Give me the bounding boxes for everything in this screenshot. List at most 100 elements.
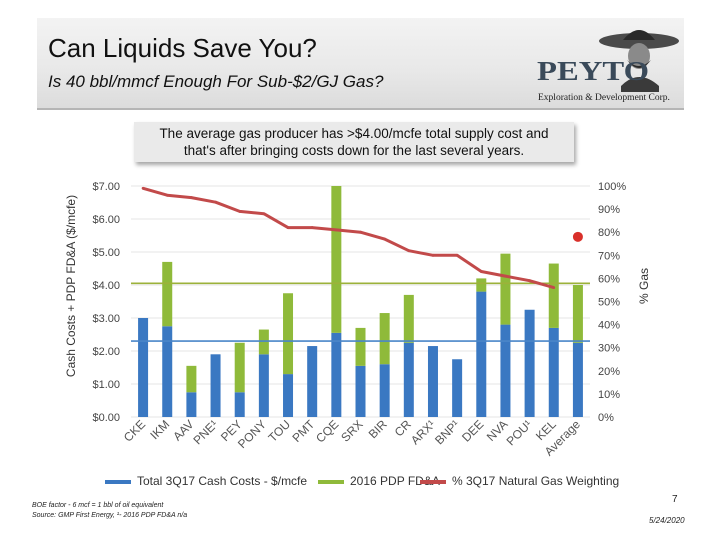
cash-cost-bar (452, 359, 463, 417)
gas-weighting-point (431, 253, 435, 257)
fda-bar (476, 278, 487, 292)
cash-cost-bar (379, 364, 390, 417)
slide-date: 5/24/2020 (649, 516, 685, 525)
category-label: CKE (121, 417, 148, 444)
cash-cost-bar (524, 309, 535, 417)
gas-weighting-point (407, 249, 411, 253)
fda-bar (572, 285, 583, 343)
gas-weighting-point (552, 286, 556, 290)
peyto-gas-marker (572, 231, 583, 242)
fda-bar (355, 327, 366, 366)
cash-cost-bar (500, 324, 511, 417)
category-label: DEE (459, 417, 486, 444)
gas-weighting-point (262, 212, 266, 216)
y2-axis-label: % Gas (637, 268, 651, 304)
y-tick-label: $2.00 (92, 346, 120, 358)
bar-series (138, 186, 583, 417)
category-label: BNP¹ (432, 417, 462, 447)
fda-bar (500, 253, 511, 325)
y2-tick-label: 20% (598, 366, 620, 378)
category-label: SRX (338, 417, 365, 444)
category-label: CQE (313, 417, 341, 445)
reference-lines (131, 282, 590, 342)
gas-weighting-point (214, 200, 217, 204)
y-tick-label: $6.00 (92, 214, 120, 226)
legend-item-cash-cost: Total 3Q17 Cash Costs - $/mcfe (105, 474, 307, 488)
callout-line-1: The average gas producer has >$4.00/mcfe… (159, 126, 549, 141)
fda-bar (258, 329, 269, 355)
fda-bar (403, 294, 414, 343)
title-banner (37, 18, 684, 108)
legend-swatch-gas-weighting (420, 479, 446, 484)
peyto-logo: PEYTO Exploration & Development Corp. (537, 30, 679, 103)
callout-box: The average gas producer has >$4.00/mcfe… (134, 122, 574, 162)
y2-tick-label: 10% (598, 389, 620, 401)
category-label: BIR (366, 417, 390, 441)
fda-bar (162, 261, 173, 327)
category-label: PMT (289, 417, 317, 445)
gas-weighting-point (334, 228, 338, 232)
y2-tick-label: 40% (598, 320, 620, 332)
legend-label-cash-cost: Total 3Q17 Cash Costs - $/mcfe (137, 474, 308, 488)
cash-cost-bar (186, 392, 197, 417)
gas-weighting-point (528, 279, 532, 283)
cash-cost-bar (283, 374, 294, 417)
legend-swatch-fda (318, 479, 344, 484)
gas-weighting-point (189, 196, 193, 199)
y-tick-label: $1.00 (92, 379, 120, 391)
legend-swatch-cash-cost (105, 479, 131, 484)
gas-weighting-point (141, 186, 145, 190)
gas-weighting-series (141, 186, 583, 290)
cash-cost-bar (258, 354, 269, 417)
logo-tagline: Exploration & Development Corp. (538, 93, 670, 103)
gas-weighting-point (286, 226, 290, 229)
gas-weighting-point (504, 274, 507, 278)
y2-tick-label: 60% (598, 273, 620, 285)
legend-label-gas-weighting: % 3Q17 Natural Gas Weighting (452, 474, 620, 488)
cost-chart: $0.00 $1.00 $2.00 $3.00 $4.00 $5.00 $6.00 $7.00… (64, 181, 651, 459)
callout-line-2: that's after bringing costs down for the… (183, 143, 525, 158)
cash-cost-bar (403, 342, 414, 417)
footnote-source: Source: GMP First Energy, ¹- 2016 PDP FD… (32, 512, 188, 519)
gas-weighting-point (238, 210, 242, 213)
gas-weighting-point (383, 237, 387, 241)
category-label: PONY (235, 417, 269, 451)
cash-cost-bar (355, 365, 366, 417)
category-label: IKM (147, 417, 172, 442)
fda-bar (186, 365, 197, 393)
fda-bar (234, 342, 245, 393)
cash-cost-bar (572, 342, 583, 417)
fda-bar (548, 263, 559, 328)
legend-item-gas-weighting: % 3Q17 Natural Gas Weighting (420, 474, 619, 488)
cash-cost-bar (427, 346, 438, 417)
gas-weighting-line (142, 186, 555, 290)
slide-subtitle: Is 40 bbl/mmcf Enough For Sub-$2/GJ Gas? (48, 72, 384, 91)
fda-bar (379, 313, 390, 365)
gas-weighting-point (479, 270, 483, 273)
right-axis-ticks: 0% 10% 20% 30% 40% 50% 60% 70% 80% 90% 100% (598, 181, 626, 424)
y2-tick-label: 70% (598, 250, 620, 262)
y2-tick-label: 100% (598, 181, 626, 193)
category-label: TOU (265, 417, 293, 445)
cash-cost-bar (331, 332, 342, 417)
gas-weighting-point (455, 253, 459, 257)
y2-tick-label: 50% (598, 297, 620, 309)
legend-item-fda: 2016 PDP FD&A (318, 474, 440, 488)
category-label: PNE¹ (191, 417, 221, 447)
page-number: 7 (672, 494, 678, 505)
y-tick-label: $4.00 (92, 280, 120, 292)
gas-weighting-point (310, 226, 314, 229)
y-tick-label: $5.00 (92, 247, 120, 259)
y-tick-label: $3.00 (92, 313, 120, 325)
logo-wordmark: PEYTO (537, 56, 649, 86)
title-banner-rule (37, 108, 684, 110)
category-label: ARX¹ (408, 417, 438, 447)
cash-cost-bar (234, 392, 245, 417)
y-axis-label: Cash Costs + PDP FD&A ($/mcfe) (64, 195, 78, 377)
y2-tick-label: 30% (598, 343, 620, 355)
slide-title: Can Liquids Save You? (48, 33, 317, 63)
category-label: POU¹ (504, 417, 535, 448)
y2-tick-label: 0% (598, 412, 614, 424)
left-axis-ticks: $0.00 $1.00 $2.00 $3.00 $4.00 $5.00 $6.00 $7.00 (92, 181, 120, 424)
